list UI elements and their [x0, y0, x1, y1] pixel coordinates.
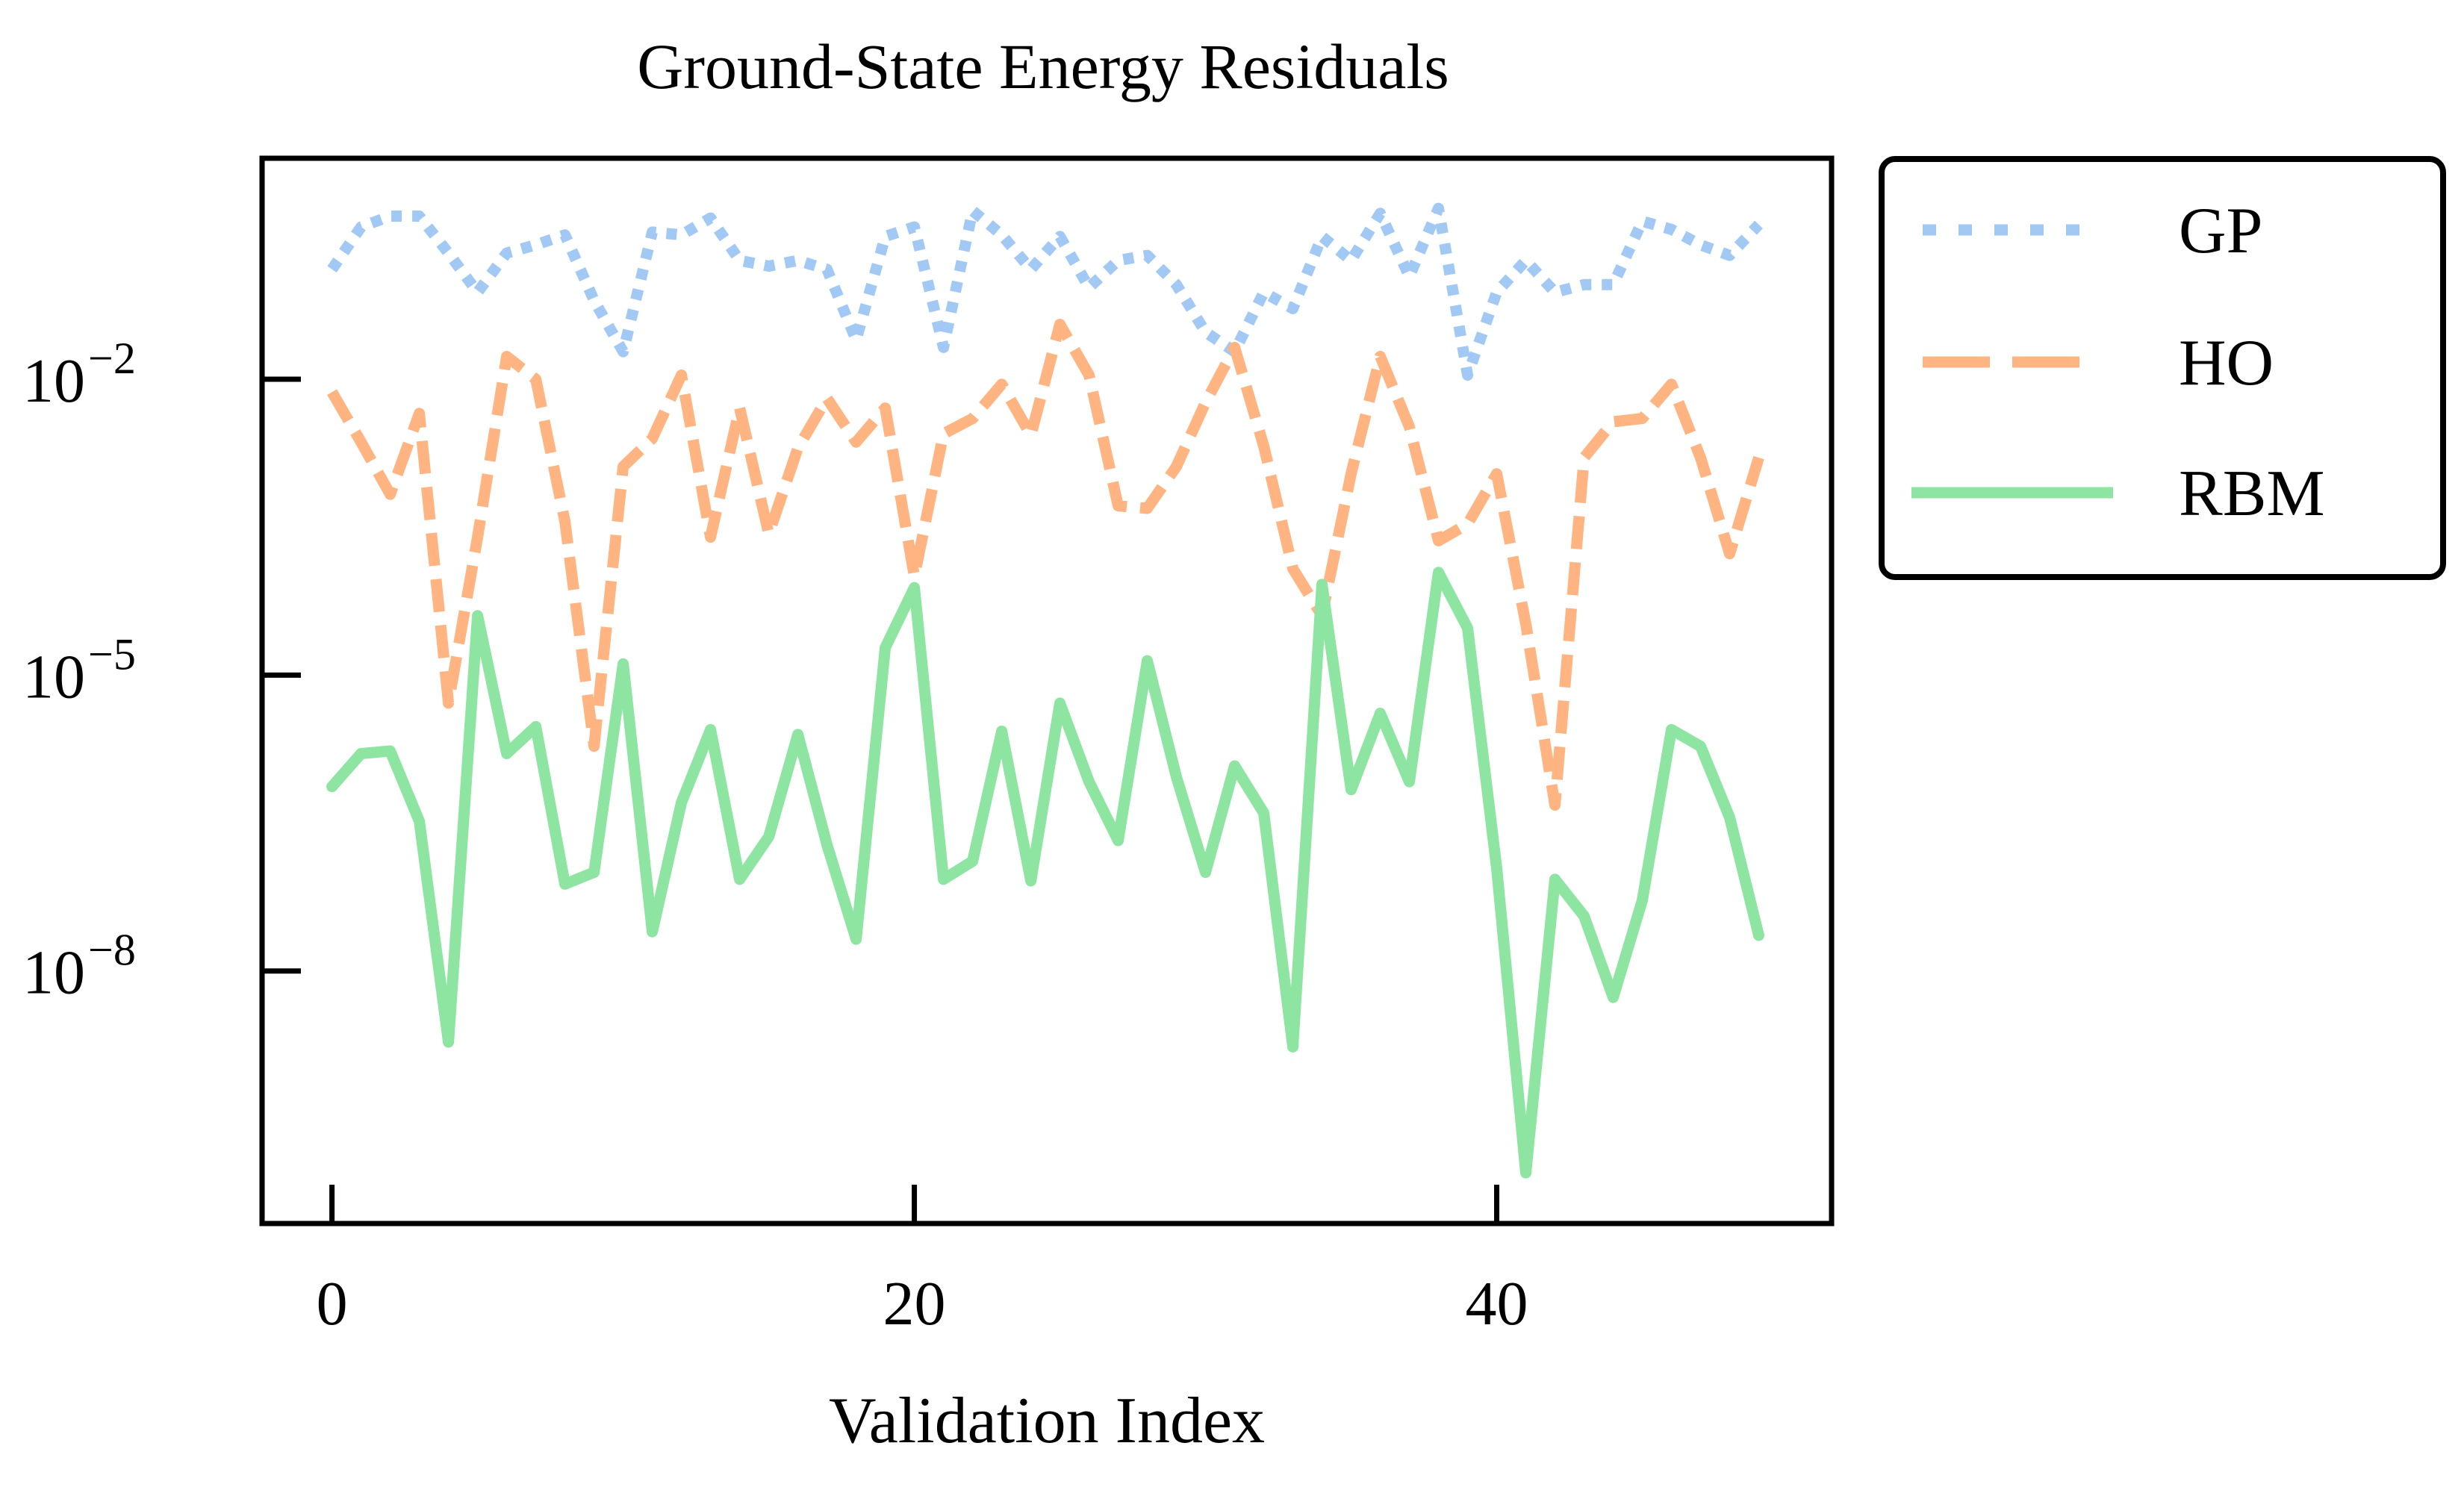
legend: GP HO RBM [1879, 156, 2446, 580]
series-line-rbm [326, 567, 1764, 1179]
legend-label-rbm: RBM [2179, 458, 2325, 530]
y-tick-label: 10−8 [22, 926, 136, 1008]
axes-frame [259, 155, 1835, 1226]
legend-frame [1879, 156, 2446, 580]
y-axis-ticks: 10−2 10−5 10−8 [22, 334, 301, 1008]
x-tick-label: 0 [317, 1269, 348, 1338]
x-axis-ticks: 0 20 40 [317, 1185, 1528, 1338]
legend-label-ho: HO [2179, 327, 2274, 399]
plot-lines [326, 202, 1764, 1179]
x-tick-label: 20 [883, 1269, 946, 1338]
series-line-gp [327, 202, 1763, 381]
series-line-ho [327, 319, 1764, 811]
y-tick-label: 10−2 [22, 334, 136, 416]
y-tick-label: 10−5 [22, 629, 136, 711]
chart-title: Ground-State Energy Residuals [637, 31, 1449, 102]
x-tick-label: 40 [1466, 1269, 1528, 1338]
legend-label-gp: GP [2179, 195, 2263, 267]
x-axis-label: Validation Index [829, 1385, 1265, 1457]
